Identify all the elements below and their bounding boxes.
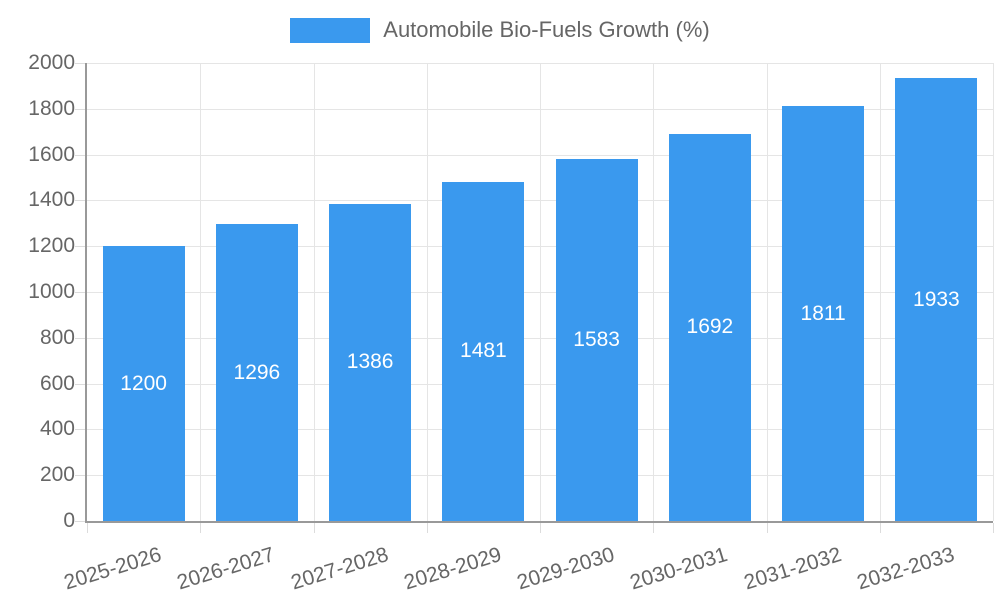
y-tick-mark: [75, 292, 85, 293]
vertical-gridline: [653, 63, 655, 521]
bar-value-label: 1811: [800, 301, 846, 325]
x-tick-mark: [87, 523, 88, 533]
legend-swatch-icon: [290, 17, 371, 43]
x-tick-mark: [766, 523, 768, 533]
bar[interactable]: 1692: [668, 133, 751, 521]
x-axis-tick-label: 2029-2030: [514, 543, 618, 595]
y-tick-mark: [75, 246, 85, 248]
x-axis-line: [85, 521, 993, 523]
x-tick-mark: [200, 523, 202, 533]
y-tick-mark: [75, 429, 85, 431]
plot-area: 1200 1296 1386 1481 1583 1692 1811 1933: [75, 63, 994, 533]
legend[interactable]: Automobile Bio-Fuels Growth (%): [0, 17, 1000, 43]
x-axis-tick-label: 2032-2033: [854, 543, 958, 595]
y-axis-tick-label: 200: [39, 463, 75, 487]
y-axis-tick-label: 600: [39, 371, 75, 395]
y-axis-tick-label: 1000: [28, 280, 75, 303]
x-axis-tick-label: 2030-2031: [627, 543, 731, 595]
bar-value-label: 1481: [460, 339, 507, 363]
x-tick-mark: [993, 523, 994, 533]
y-tick-mark: [75, 200, 85, 202]
bar[interactable]: 1481: [442, 181, 525, 521]
y-tick-mark: [75, 154, 85, 156]
y-tick-mark: [75, 521, 85, 522]
x-axis: 2025-2026 2026-2027 2027-2028 2028-2029 2029…: [62, 523, 993, 600]
x-axis-tick-label: 2026-2027: [174, 543, 278, 595]
x-tick-mark: [653, 523, 655, 533]
y-axis-tick-label: 1400: [28, 188, 75, 212]
x-axis-tick-label: 2031-2032: [741, 543, 844, 595]
bar[interactable]: 1200: [102, 246, 185, 521]
y-axis: 0 200 400 600 800 1000 1200 1400 1600 1800 2000: [0, 51, 75, 532]
bar[interactable]: 1386: [329, 203, 412, 521]
vertical-gridline: [426, 63, 428, 521]
x-axis-tick-label: 2027-2028: [288, 543, 391, 595]
y-axis-tick-label: 1800: [28, 96, 75, 120]
y-axis-tick-label: 2000: [28, 51, 75, 74]
bar-value-label: 1386: [346, 350, 394, 374]
y-axis-tick-label: 400: [39, 417, 75, 441]
x-tick-mark: [540, 523, 541, 533]
bar[interactable]: 1933: [895, 78, 978, 521]
y-axis-tick-label: 1600: [28, 142, 75, 166]
y-tick-mark: [75, 383, 85, 385]
y-tick-mark: [75, 63, 85, 64]
x-tick-mark: [879, 523, 881, 533]
vertical-gridline: [200, 63, 202, 521]
vertical-gridline: [766, 63, 768, 521]
bar-value-label: 1200: [120, 371, 167, 395]
vertical-gridline: [313, 63, 315, 521]
vertical-gridline: [879, 63, 881, 521]
legend-label: Automobile Bio-Fuels Growth (%): [383, 17, 710, 42]
vertical-gridline: [540, 63, 541, 521]
bar-value-label: 1296: [233, 360, 281, 384]
y-axis-tick-label: 1200: [28, 234, 75, 258]
bar[interactable]: 1811: [782, 106, 865, 521]
x-tick-mark: [426, 523, 428, 533]
x-axis-tick-label: 2028-2029: [401, 543, 505, 595]
x-tick-mark: [313, 523, 315, 533]
bar[interactable]: 1296: [215, 224, 298, 521]
bar[interactable]: 1583: [555, 158, 638, 521]
vertical-gridline: [993, 63, 994, 521]
y-tick-mark: [75, 475, 85, 477]
x-axis-tick-label: 2025-2026: [61, 543, 165, 595]
bar-value-label: 1933: [913, 287, 960, 311]
y-tick-mark: [75, 108, 85, 110]
y-axis-tick-label: 800: [39, 325, 75, 349]
bar-value-label: 1583: [573, 327, 620, 351]
y-axis-tick-label: 0: [63, 509, 75, 532]
y-axis-line: [85, 63, 87, 523]
y-tick-mark: [75, 337, 85, 339]
bar-value-label: 1692: [686, 315, 734, 339]
